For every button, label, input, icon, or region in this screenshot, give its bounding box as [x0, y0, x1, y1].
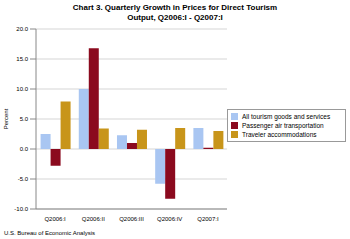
- svg-text:0.0: 0.0: [20, 146, 29, 152]
- svg-text:-10.0: -10.0: [14, 206, 28, 212]
- svg-text:Q2006:I: Q2006:I: [44, 216, 66, 222]
- svg-text:Q2006:III: Q2006:III: [119, 216, 144, 222]
- html-text:U.S. Bureau of Economic Analys: U.S. Bureau of Economic Analysis: [4, 230, 95, 236]
- svg-text:Q2007:I: Q2007:I: [197, 216, 219, 222]
- html-text:All tourism goods and services: All tourism goods and services: [242, 112, 331, 120]
- svg-text:Q2006:IV: Q2006:IV: [157, 216, 182, 222]
- svg-text:10.0: 10.0: [16, 86, 28, 92]
- html-text:Chart 3. Quarterly Growth in P: Chart 3. Quarterly Growth in Prices for …: [72, 3, 278, 22]
- html-text:Traveler accommodations: Traveler accommodations: [242, 130, 317, 138]
- svg-text:-5.0: -5.0: [18, 176, 29, 182]
- svg-text:Percent: Percent: [8, 108, 9, 129]
- svg-text:5.0: 5.0: [20, 116, 29, 122]
- svg-text:15.0: 15.0: [16, 56, 28, 62]
- html-text:Passenger air transportation: Passenger air transportation: [242, 121, 324, 129]
- svg-text:20.0: 20.0: [16, 26, 28, 32]
- svg-text:Q2006:II: Q2006:II: [82, 216, 105, 222]
